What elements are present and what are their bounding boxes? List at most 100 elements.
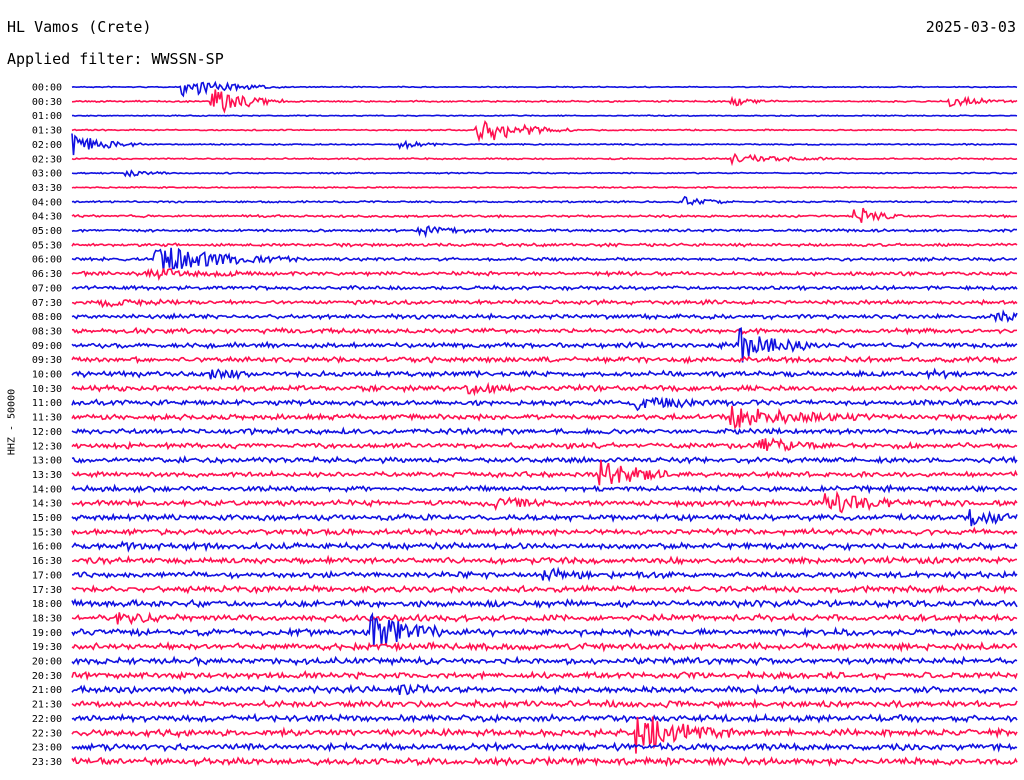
trace-line — [71, 598, 1018, 609]
time-label: 16:30 — [32, 556, 62, 567]
time-label: 02:00 — [32, 140, 62, 151]
time-label: 22:30 — [32, 728, 62, 739]
time-label: 20:00 — [32, 657, 62, 668]
trace-line — [71, 133, 1017, 156]
trace-line — [71, 169, 1018, 178]
trace-line — [71, 405, 1018, 430]
trace-line — [71, 89, 1018, 114]
time-label: 22:00 — [32, 714, 62, 725]
trace-line — [71, 611, 1018, 647]
time-label: 21:30 — [32, 700, 62, 711]
time-label: 07:00 — [32, 283, 62, 294]
trace-line — [71, 755, 1018, 768]
time-label: 10:00 — [32, 370, 62, 381]
trace-line — [71, 355, 1017, 365]
time-label: 19:00 — [32, 628, 62, 639]
trace-line — [71, 483, 1018, 495]
filter-label: Applied filter: WWSSN-SP — [7, 50, 224, 68]
trace-line — [71, 426, 1018, 437]
trace-line — [71, 298, 1018, 309]
time-label: 09:00 — [32, 341, 62, 352]
time-label: 12:00 — [32, 427, 62, 438]
time-label: 05:30 — [32, 240, 62, 251]
time-label: 16:00 — [32, 542, 62, 553]
time-label: 00:30 — [32, 97, 62, 108]
trace-line — [71, 381, 1018, 397]
trace-line — [71, 454, 1018, 465]
trace-line — [71, 655, 1018, 668]
trace-line — [71, 309, 1018, 324]
time-label: 20:30 — [32, 671, 62, 682]
trace-line — [71, 540, 1018, 553]
trace-line — [71, 247, 1017, 272]
trace-line — [71, 640, 1018, 653]
time-label: 19:30 — [32, 642, 62, 653]
trace-line — [71, 114, 1018, 118]
time-label: 08:30 — [32, 326, 62, 337]
trace-line — [71, 611, 1018, 626]
trace-line — [71, 225, 1018, 239]
time-label: 11:00 — [32, 398, 62, 409]
time-label: 12:30 — [32, 441, 62, 452]
trace-line — [71, 716, 1018, 754]
trace-line — [71, 267, 1018, 281]
trace-line — [71, 242, 1018, 248]
time-label: 15:00 — [32, 513, 62, 524]
trace-line — [71, 526, 1018, 538]
trace-line — [71, 207, 1017, 223]
trace-line — [71, 712, 1018, 724]
time-label: 10:30 — [32, 384, 62, 395]
time-label: 21:00 — [32, 685, 62, 696]
trace-line — [71, 459, 1018, 486]
time-label: 11:30 — [32, 413, 62, 424]
date-label: 2025-03-03 — [925, 18, 1016, 36]
trace-line — [71, 554, 1018, 566]
time-label: 03:30 — [32, 183, 62, 194]
time-label: 03:00 — [32, 169, 62, 180]
trace-line — [71, 326, 1018, 336]
time-label: 23:30 — [32, 757, 62, 768]
trace-line — [71, 490, 1018, 514]
time-label: 01:00 — [32, 111, 62, 122]
time-label: 04:30 — [32, 212, 62, 223]
trace-line — [71, 566, 1018, 583]
time-label: 09:30 — [32, 355, 62, 366]
time-label: 06:30 — [32, 269, 62, 280]
time-label: 08:00 — [32, 312, 62, 323]
time-label: 01:30 — [32, 126, 62, 137]
trace-line — [71, 697, 1018, 710]
time-label: 13:00 — [32, 456, 62, 467]
time-label: 18:00 — [32, 599, 62, 610]
trace-line — [71, 437, 1018, 453]
trace-line — [71, 367, 1018, 381]
trace-line — [71, 185, 1018, 190]
time-label: 14:00 — [32, 484, 62, 495]
trace-line — [71, 152, 1018, 167]
time-label: 15:30 — [32, 527, 62, 538]
time-label: 17:00 — [32, 570, 62, 581]
trace-line — [71, 284, 1018, 292]
time-label: 14:30 — [32, 499, 62, 510]
time-label: 18:30 — [32, 613, 62, 624]
time-label: 04:00 — [32, 197, 62, 208]
time-label: 02:30 — [32, 154, 62, 165]
trace-line — [71, 327, 1018, 363]
trace-line — [71, 195, 1018, 206]
trace-line — [71, 670, 1018, 681]
time-label: 23:00 — [32, 743, 62, 754]
trace-line — [71, 741, 1018, 753]
time-label: 05:00 — [32, 226, 62, 237]
trace-line — [71, 80, 1018, 98]
time-label: 17:30 — [32, 585, 62, 596]
time-label: 07:30 — [32, 298, 62, 309]
time-label: 13:30 — [32, 470, 62, 481]
time-label: 00:00 — [32, 83, 62, 94]
trace-line — [71, 509, 1018, 527]
trace-line — [71, 683, 1018, 696]
time-label: 06:00 — [32, 255, 62, 266]
trace-line — [71, 584, 1018, 595]
station-title: HL Vamos (Crete) — [7, 18, 152, 36]
trace-line — [71, 120, 1018, 143]
trace-line — [71, 396, 1018, 412]
